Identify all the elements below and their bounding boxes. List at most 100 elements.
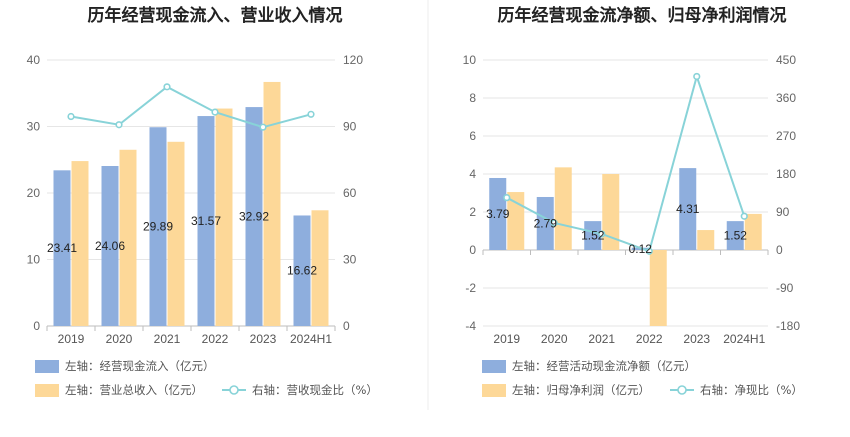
bar	[119, 149, 137, 326]
right-axis-tick-label: 450	[776, 53, 796, 67]
line-point	[598, 230, 606, 238]
x-axis-tick-label: 2023	[683, 332, 710, 346]
left-axis-tick-label: -4	[465, 319, 476, 333]
left-axis-tick-label: 6	[469, 129, 476, 143]
left-axis-tick-label: 40	[27, 53, 41, 67]
bar	[53, 170, 71, 326]
right-axis-tick-label: 270	[776, 129, 796, 143]
legend-swatch	[35, 360, 59, 373]
left-axis-tick-label: 2	[469, 205, 476, 219]
bar	[101, 166, 119, 326]
x-axis-tick-label: 2022	[202, 332, 229, 346]
data-label: 4.31	[676, 202, 700, 216]
line-point	[163, 83, 171, 91]
left-axis-tick-label: 10	[463, 53, 477, 67]
right-axis-tick-label: 360	[776, 91, 796, 105]
left-axis-tick-label: -2	[465, 281, 476, 295]
left-axis-tick-label: 4	[469, 167, 476, 181]
chart-net-cashflow-profit: 历年经营现金流净额、归母净利润情况 3.79 2.79 1.52 0.12 4.31 1.…	[463, 5, 803, 397]
right-axis-tick-label: -90	[776, 281, 794, 295]
right-axis-tick-label: 90	[776, 205, 790, 219]
data-label: 2.79	[534, 216, 558, 230]
data-label: 0.12	[629, 242, 653, 256]
series-line	[506, 73, 746, 253]
x-axis-tick-label: 2020	[106, 332, 133, 346]
line-point	[259, 123, 267, 131]
right-axis-tick-label: 0	[343, 319, 350, 333]
data-label: 16.62	[287, 264, 317, 278]
right-axis-tick-label: 60	[343, 186, 357, 200]
bar	[263, 81, 281, 326]
data-label: 3.79	[486, 207, 510, 221]
data-label: 1.52	[581, 229, 605, 243]
bar	[167, 141, 185, 326]
x-axis-tick-label: 2021	[588, 332, 615, 346]
line-point	[503, 194, 511, 202]
line-point	[67, 112, 75, 121]
right-axis-tick-label: 90	[343, 120, 357, 134]
legend-swatch	[35, 384, 59, 397]
legend-swatch	[482, 384, 506, 397]
bar	[149, 127, 167, 326]
left-axis-tick-label: 8	[469, 91, 476, 105]
legend-swatch-marker	[677, 385, 687, 395]
bar	[489, 177, 507, 250]
right-axis-tick-label: 120	[343, 53, 363, 67]
chart-cash-inflow-revenue: 历年经营现金流入、营业收入情况 23.41 24.06 29.89 31.57 32.9…	[27, 5, 378, 397]
data-label: 23.41	[47, 241, 77, 255]
bar	[245, 107, 263, 326]
bar	[679, 168, 697, 250]
right-axis-tick-label: 0	[776, 243, 783, 257]
data-label: 32.92	[239, 210, 269, 224]
bar	[726, 221, 744, 250]
bar	[554, 167, 572, 250]
legend-swatch	[482, 360, 506, 373]
data-label: 29.89	[143, 220, 173, 234]
left-axis-tick-label: 0	[33, 319, 40, 333]
x-axis-tick-label: 2020	[541, 332, 568, 346]
legend-label: 右轴：净现比（%）	[700, 383, 803, 397]
left-axis-tick-label: 10	[27, 253, 41, 267]
line-point	[307, 110, 315, 118]
bar	[602, 174, 620, 250]
data-label: 1.52	[724, 229, 748, 243]
legend-swatch-marker	[229, 385, 239, 395]
legend-label: 左轴：经营活动现金流净额（亿元）	[512, 359, 696, 373]
bar	[215, 108, 233, 326]
x-axis-tick-label: 2022	[636, 332, 663, 346]
chart-title: 历年经营现金流净额、归母净利润情况	[498, 5, 787, 26]
legend-label: 左轴：归母净利润（亿元）	[512, 383, 650, 397]
data-label: 31.57	[191, 214, 221, 228]
series-line	[70, 85, 312, 129]
right-axis-tick-label: 30	[343, 253, 357, 267]
bar	[744, 213, 762, 250]
x-axis-tick-label: 2019	[493, 332, 520, 346]
legend-label: 右轴：营收现金比（%）	[252, 383, 378, 397]
left-axis-tick-label: 20	[27, 186, 41, 200]
bar	[649, 250, 667, 326]
line-point	[693, 72, 701, 81]
bar	[311, 210, 329, 326]
bar	[71, 161, 89, 326]
line-point	[115, 121, 123, 129]
right-axis-tick-label: 180	[776, 167, 796, 181]
bar	[293, 215, 311, 326]
x-axis-tick-label: 2023	[250, 332, 277, 346]
line-point	[550, 219, 558, 227]
legend-label: 左轴：经营现金流入（亿元）	[65, 359, 215, 373]
line-point	[740, 212, 748, 220]
bar	[584, 221, 602, 250]
x-axis-tick-label: 2024H1	[723, 332, 765, 346]
x-axis-tick-label: 2019	[58, 332, 85, 346]
bar	[697, 230, 715, 250]
left-axis-tick-label: 30	[27, 120, 41, 134]
bar	[536, 196, 554, 250]
line-point	[211, 108, 219, 116]
left-axis-tick-label: 0	[469, 243, 476, 257]
legend-label: 左轴：营业总收入（亿元）	[65, 383, 203, 397]
chart-title: 历年经营现金流入、营业收入情况	[88, 5, 343, 26]
x-axis-tick-label: 2021	[154, 332, 181, 346]
data-label: 24.06	[95, 239, 125, 253]
x-axis-tick-label: 2024H1	[290, 332, 332, 346]
